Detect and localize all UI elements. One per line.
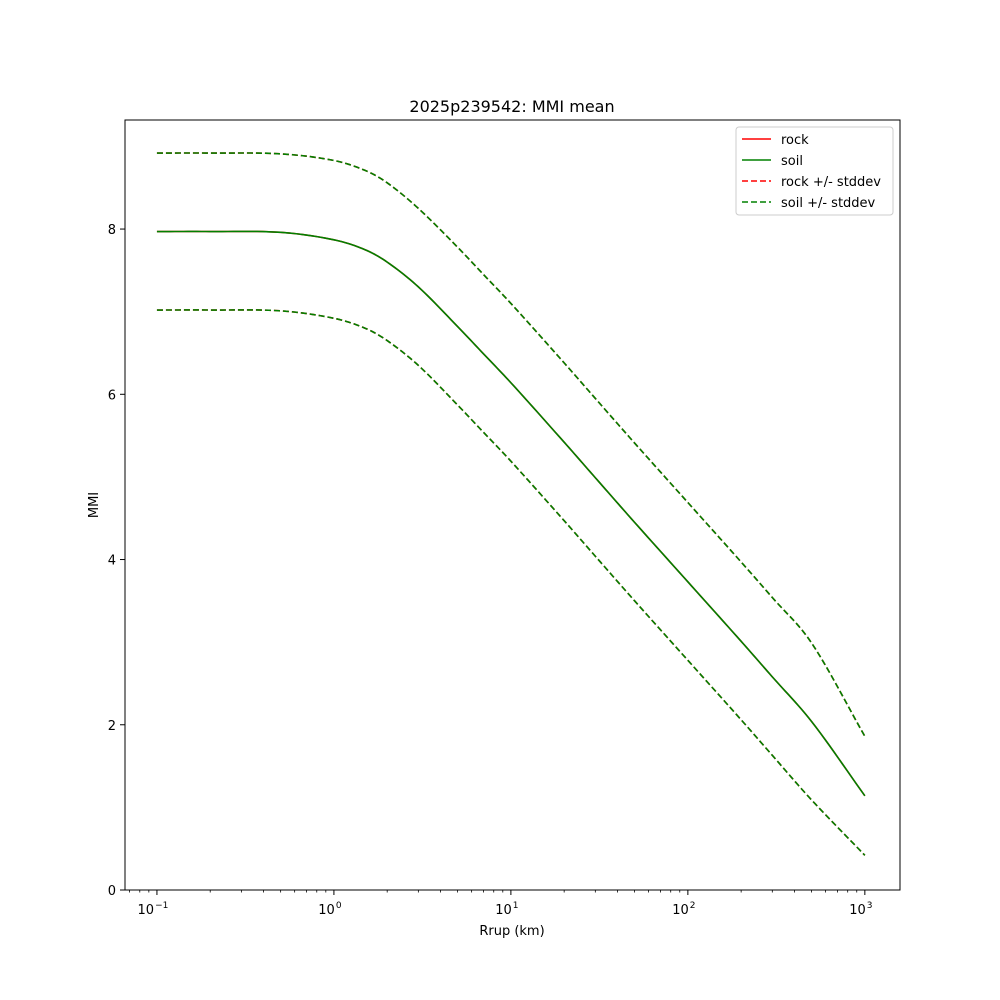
series-line-soil-stddev-upper <box>156 152 866 737</box>
x-tick-exponent: 3 <box>867 901 873 911</box>
x-tick-exponent: 2 <box>690 901 696 911</box>
legend-entries: rock soil rock +/- stddev soil +/- stddev <box>742 133 881 211</box>
legend-label: rock +/- stddev <box>781 175 881 190</box>
plot-frame <box>124 119 901 891</box>
y-tick-label: 6 <box>108 388 116 403</box>
x-tick-exponent: 0 <box>336 901 342 911</box>
x-axis-label: Rrup (km) <box>479 924 544 939</box>
series-line-soil-stddev-lower <box>156 309 866 856</box>
legend: rock soil rock +/- stddev soil +/- stddev <box>735 126 894 216</box>
y-axis-label: MMI <box>87 492 102 518</box>
legend-box <box>735 126 894 216</box>
series-line-soil <box>156 230 866 797</box>
y-tick-label: 2 <box>108 719 116 734</box>
x-tick-exponent: 1 <box>513 901 519 911</box>
legend-label: soil +/- stddev <box>781 196 876 211</box>
legend-label: soil <box>781 154 803 169</box>
y-tick-label: 0 <box>108 884 116 899</box>
y-tick-label: 4 <box>108 554 116 569</box>
x-tick-exponent: −1 <box>155 901 168 911</box>
legend-label: rock <box>781 133 809 148</box>
y-tick-label: 8 <box>108 223 116 238</box>
chart-title: 2025p239542: MMI mean <box>409 97 614 116</box>
series-layer <box>156 152 866 856</box>
